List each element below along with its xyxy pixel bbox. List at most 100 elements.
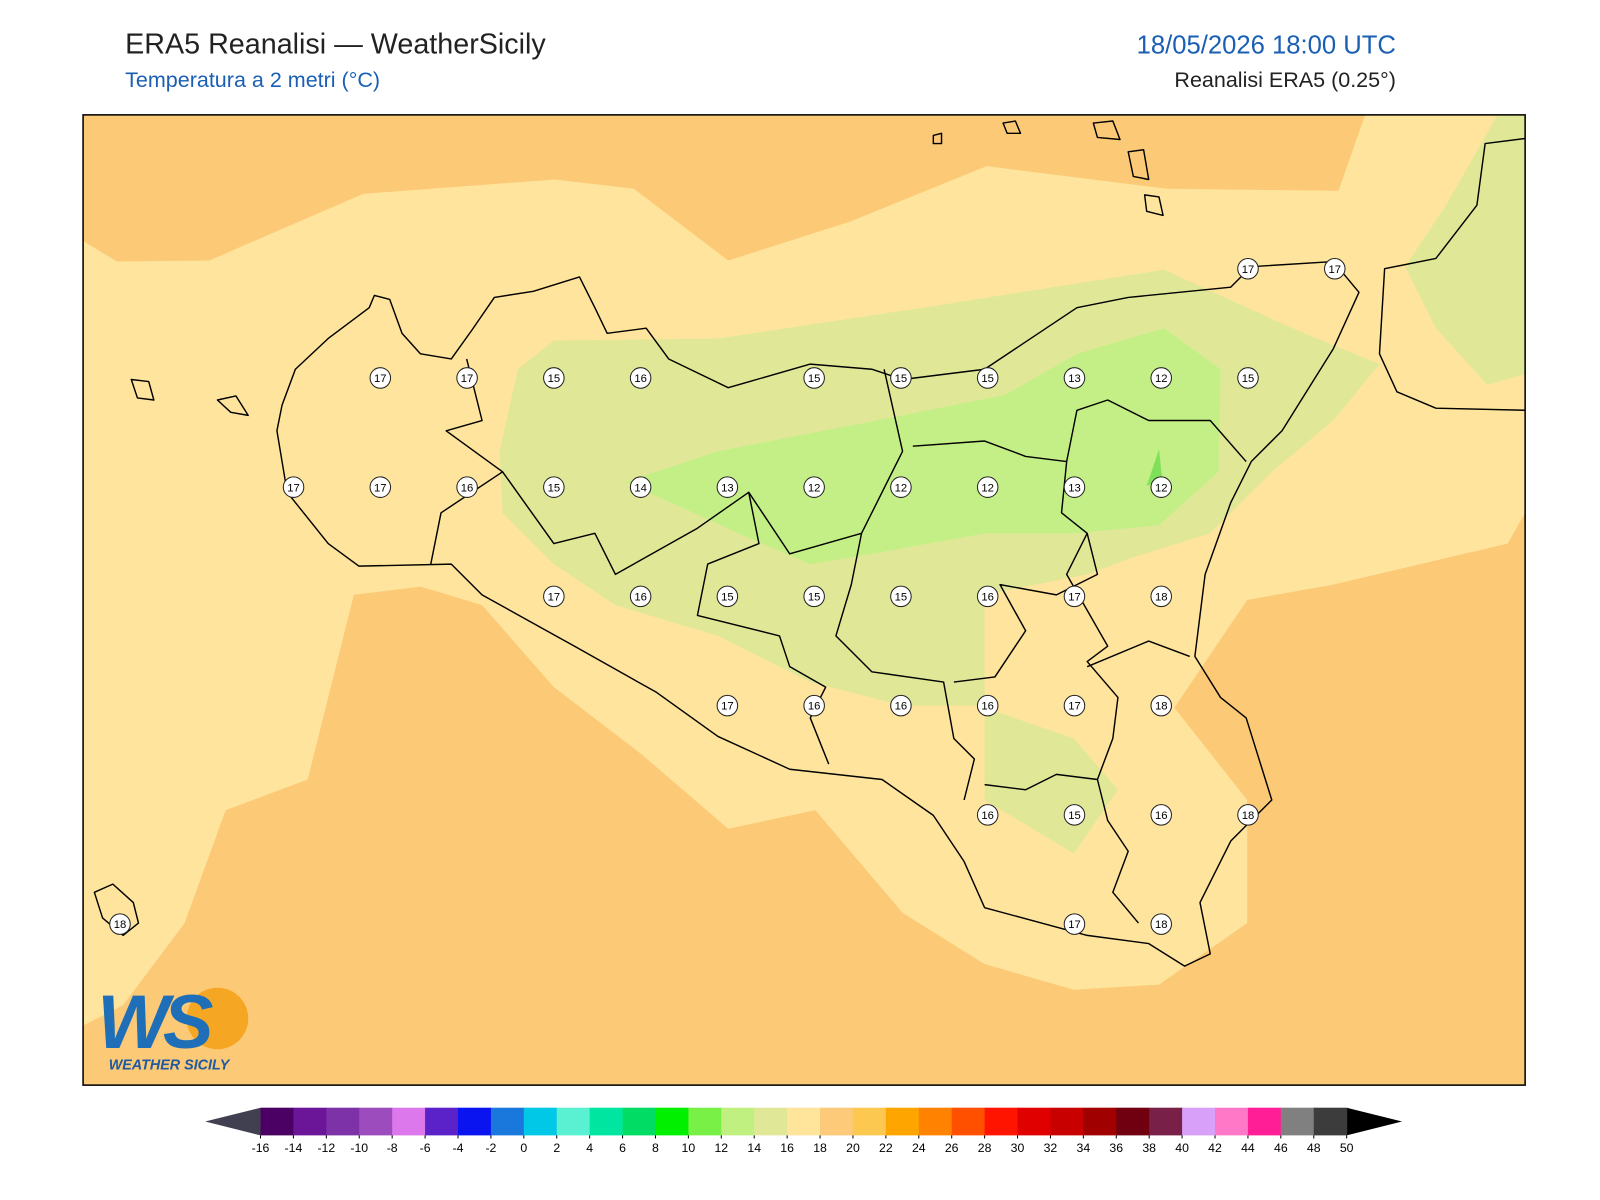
station-value: 16: [634, 373, 647, 385]
map-frame: [82, 114, 1526, 1086]
map: [83, 114, 1526, 1086]
station-marker: [1150, 804, 1172, 826]
colorbar-tick-label: 16: [780, 1141, 794, 1155]
station-value: 15: [721, 592, 734, 604]
border: [430, 358, 1247, 924]
colorbar-bin: [1050, 1107, 1084, 1136]
logo-sun: [186, 987, 249, 1050]
colorbar-tick-label: 30: [1011, 1141, 1025, 1155]
colorbar-tick-label: 14: [747, 1141, 761, 1155]
station-value: 18: [114, 919, 127, 931]
station-value: 18: [1242, 810, 1255, 822]
station-marker: [369, 367, 392, 389]
station-value: 17: [1068, 592, 1081, 604]
station-marker: [1063, 367, 1086, 389]
island: [130, 378, 155, 401]
colorbar-under: [205, 1107, 261, 1136]
colorbar-tick-label: 8: [652, 1141, 659, 1155]
station-marker: [976, 476, 999, 498]
colorbar-bin: [852, 1107, 887, 1136]
colorbar-bin: [918, 1107, 953, 1136]
colorbar-bin: [326, 1107, 360, 1136]
station-value: 18: [1155, 919, 1168, 931]
station-value: 15: [548, 373, 561, 385]
colorbar-tick-label: 44: [1241, 1141, 1255, 1155]
station-value: 12: [1155, 482, 1168, 494]
island: [216, 395, 249, 417]
station-marker: [1237, 804, 1259, 826]
coastline: [1378, 137, 1526, 411]
station-layer: 17 17 17 17 15 16 15 15 15 13 12 15 17 17 16 15 14 13 12 12…: [109, 257, 1346, 935]
station-value: 12: [808, 482, 821, 494]
station-value: 18: [1155, 701, 1168, 713]
colorbar-tick-label: 24: [912, 1141, 926, 1155]
colorbar-tick-label: 6: [619, 1141, 626, 1155]
colorbar-tick-label: 20: [846, 1141, 860, 1155]
colorbar-bin: [1083, 1107, 1117, 1136]
island: [932, 132, 943, 145]
station-value: 18: [1155, 592, 1168, 604]
station-marker: [716, 476, 739, 498]
datetime: 18/05/2026 18:00 UTC: [1137, 31, 1396, 59]
colorbar-bin: [1116, 1107, 1150, 1136]
station-marker: [629, 367, 652, 389]
station-value: 15: [548, 482, 561, 494]
station-value: 17: [1068, 919, 1081, 931]
station-value: 13: [721, 482, 734, 494]
station-marker: [716, 694, 739, 717]
station-marker: [890, 476, 912, 498]
station-marker: [1150, 913, 1172, 935]
station-marker: [1063, 694, 1086, 717]
station-marker: [803, 367, 825, 389]
colorbar-tick-label: -10: [350, 1141, 368, 1155]
island: [1002, 120, 1022, 135]
coastline: [276, 260, 1360, 967]
colorbar-bin: [1247, 1107, 1282, 1136]
colorbar-bin: [293, 1107, 327, 1136]
colorbar: -16 -14 -12 -10 -8 -6 -4 -2 0 2 4 6 8 10 12 14 16 18 20 22 2…: [205, 1107, 1403, 1155]
colorbar-tick-label: -2: [485, 1141, 496, 1155]
station-marker: [976, 804, 999, 826]
colorbar-tick-label: 10: [682, 1141, 696, 1155]
colorbar-bin: [1215, 1107, 1249, 1136]
station-marker: [803, 694, 825, 717]
colorbar-tick-label: -4: [453, 1141, 464, 1155]
colorbar-tick-label: -12: [317, 1141, 335, 1155]
colorbar-bin: [984, 1107, 1019, 1136]
station-value: 16: [808, 701, 821, 713]
station-marker: [976, 585, 999, 608]
station-value: 17: [721, 701, 734, 713]
colorbar-tick-label: 18: [813, 1141, 827, 1155]
subtitle: Temperatura a 2 metri (°C): [125, 68, 380, 92]
colorbar-bin: [820, 1107, 854, 1136]
station-value: 16: [895, 701, 908, 713]
colorbar-tick-label: -14: [285, 1141, 303, 1155]
colorbar-bin: [1149, 1107, 1183, 1136]
logo-name: WEATHER SICILY: [109, 1058, 231, 1074]
station-value: 15: [808, 592, 821, 604]
island: [93, 883, 140, 937]
station-value: 17: [1242, 264, 1255, 276]
station-marker: [369, 476, 392, 498]
station-marker: [282, 476, 305, 498]
colorbar-bin: [1280, 1107, 1315, 1136]
colorbar-bin: [787, 1107, 821, 1136]
colorbar-tick-label: 42: [1208, 1141, 1222, 1155]
colorbar-bin: [359, 1107, 393, 1136]
station-value: 16: [634, 592, 647, 604]
station-marker: [456, 367, 478, 389]
colorbar-tick-label: 36: [1109, 1141, 1123, 1155]
station-value: 12: [895, 482, 908, 494]
colorbar-over: [1346, 1107, 1403, 1136]
station-value: 17: [548, 592, 561, 604]
colorbar-tick-label: 50: [1340, 1141, 1354, 1155]
station-marker: [109, 913, 131, 935]
colorbar-bin: [490, 1107, 525, 1136]
colorbar-bin: [457, 1107, 492, 1136]
colorbar-bin: [260, 1107, 294, 1136]
station-marker: [543, 476, 565, 498]
station-value: 14: [634, 482, 647, 494]
station-value: 15: [1068, 810, 1081, 822]
colorbar-bin: [885, 1107, 920, 1136]
colorbar-tick-label: 38: [1142, 1141, 1156, 1155]
